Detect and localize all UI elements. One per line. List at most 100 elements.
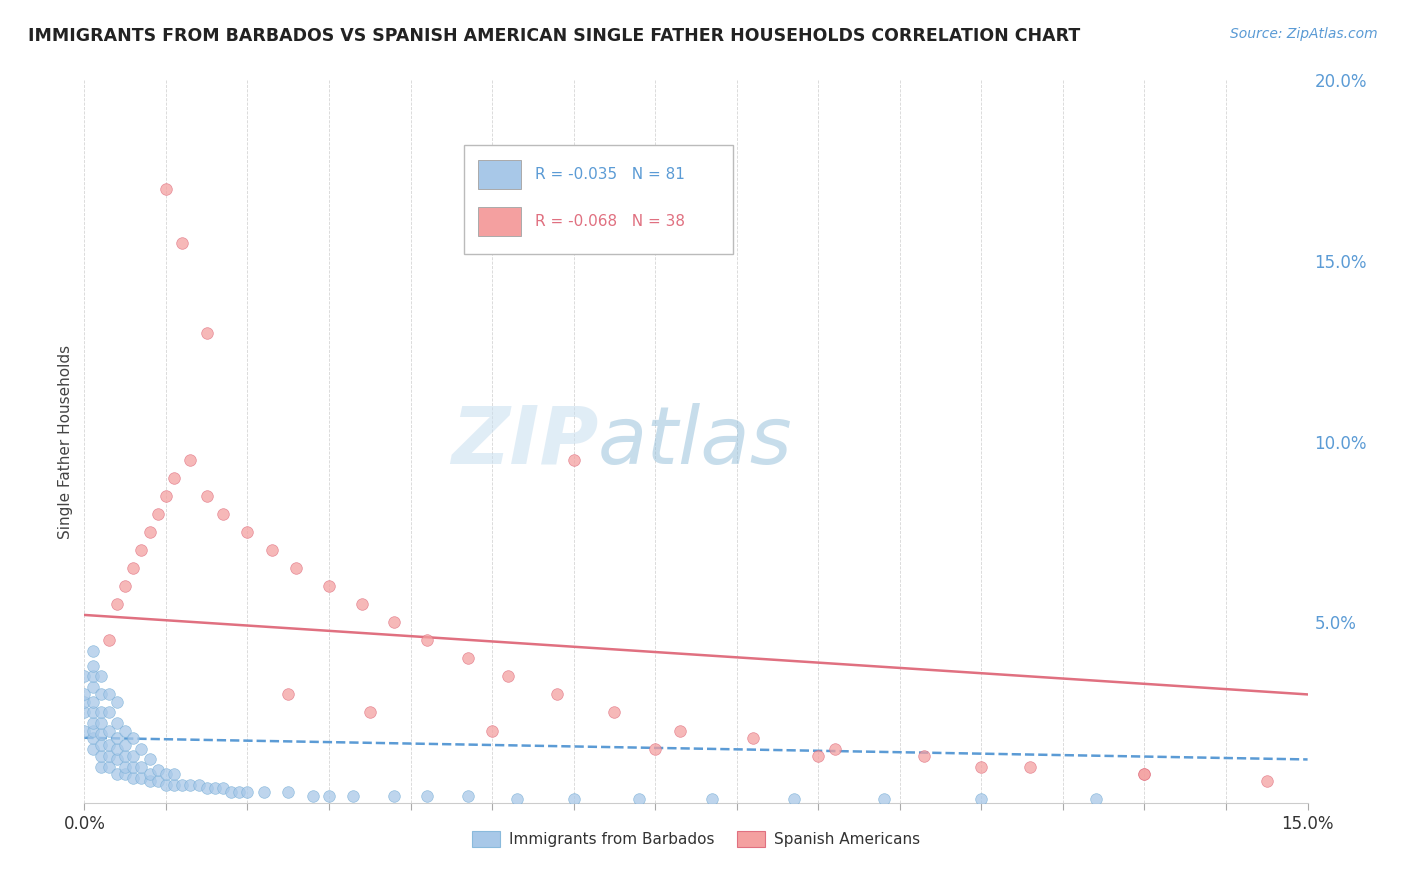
Point — [342, 789, 364, 803]
Point — [204, 781, 226, 796]
Point — [481, 723, 503, 738]
Point — [114, 579, 136, 593]
Point — [627, 792, 650, 806]
Point — [498, 669, 520, 683]
Point — [131, 760, 153, 774]
Point — [114, 767, 136, 781]
Point — [105, 695, 128, 709]
Point — [228, 785, 250, 799]
Point — [179, 778, 201, 792]
Point — [90, 706, 112, 720]
Point — [122, 748, 145, 763]
Point — [644, 741, 666, 756]
Point — [82, 706, 104, 720]
Point — [236, 524, 259, 539]
Point — [73, 669, 96, 683]
Point — [236, 785, 259, 799]
Point — [382, 615, 405, 630]
Text: ZIP: ZIP — [451, 402, 598, 481]
Point — [131, 741, 153, 756]
Point — [90, 669, 112, 683]
Point — [155, 778, 177, 792]
Point — [163, 767, 186, 781]
FancyBboxPatch shape — [478, 160, 522, 189]
Point — [277, 785, 299, 799]
Point — [187, 778, 209, 792]
Point — [82, 658, 104, 673]
Point — [702, 792, 724, 806]
Point — [82, 669, 104, 683]
Point — [114, 738, 136, 752]
Point — [1084, 792, 1107, 806]
Point — [105, 767, 128, 781]
FancyBboxPatch shape — [478, 207, 522, 235]
Point — [122, 561, 145, 575]
Point — [122, 731, 145, 745]
Point — [970, 792, 993, 806]
Point — [350, 597, 373, 611]
Point — [155, 767, 177, 781]
Point — [146, 507, 169, 521]
Point — [90, 760, 112, 774]
Point — [97, 760, 120, 774]
Point — [253, 785, 276, 799]
Point — [1019, 760, 1042, 774]
Point — [416, 789, 439, 803]
Point — [146, 774, 169, 789]
Point — [73, 706, 96, 720]
Text: R = -0.035   N = 81: R = -0.035 N = 81 — [534, 167, 685, 182]
Point — [172, 778, 194, 792]
Point — [970, 760, 993, 774]
Point — [1256, 774, 1278, 789]
Point — [457, 789, 479, 803]
FancyBboxPatch shape — [464, 145, 733, 253]
Point — [90, 727, 112, 741]
Point — [668, 723, 690, 738]
Point — [824, 741, 846, 756]
Point — [105, 731, 128, 745]
Point — [105, 741, 128, 756]
Point — [382, 789, 405, 803]
Point — [90, 738, 112, 752]
Point — [122, 760, 145, 774]
Text: IMMIGRANTS FROM BARBADOS VS SPANISH AMERICAN SINGLE FATHER HOUSEHOLDS CORRELATIO: IMMIGRANTS FROM BARBADOS VS SPANISH AMER… — [28, 27, 1080, 45]
Point — [73, 723, 96, 738]
Point — [1133, 767, 1156, 781]
Point — [82, 680, 104, 694]
Point — [783, 792, 806, 806]
Point — [172, 235, 194, 250]
Point — [872, 792, 894, 806]
Point — [82, 741, 104, 756]
Point — [82, 731, 104, 745]
Point — [212, 507, 235, 521]
Point — [562, 452, 585, 467]
Point — [105, 716, 128, 731]
Point — [122, 771, 145, 785]
Point — [114, 760, 136, 774]
Point — [138, 752, 160, 766]
Point — [73, 687, 96, 701]
Point — [114, 748, 136, 763]
Legend: Immigrants from Barbados, Spanish Americans: Immigrants from Barbados, Spanish Americ… — [465, 825, 927, 853]
Point — [179, 452, 201, 467]
Point — [318, 789, 340, 803]
Point — [138, 767, 160, 781]
Point — [195, 489, 218, 503]
Point — [105, 597, 128, 611]
Point — [195, 326, 218, 340]
Point — [155, 489, 177, 503]
Point — [138, 774, 160, 789]
Point — [146, 764, 169, 778]
Point — [285, 561, 308, 575]
Point — [97, 738, 120, 752]
Point — [155, 182, 177, 196]
Point — [97, 748, 120, 763]
Point — [138, 524, 160, 539]
Point — [301, 789, 323, 803]
Point — [114, 723, 136, 738]
Point — [277, 687, 299, 701]
Point — [163, 471, 186, 485]
Point — [562, 792, 585, 806]
Point — [416, 633, 439, 648]
Text: Source: ZipAtlas.com: Source: ZipAtlas.com — [1230, 27, 1378, 41]
